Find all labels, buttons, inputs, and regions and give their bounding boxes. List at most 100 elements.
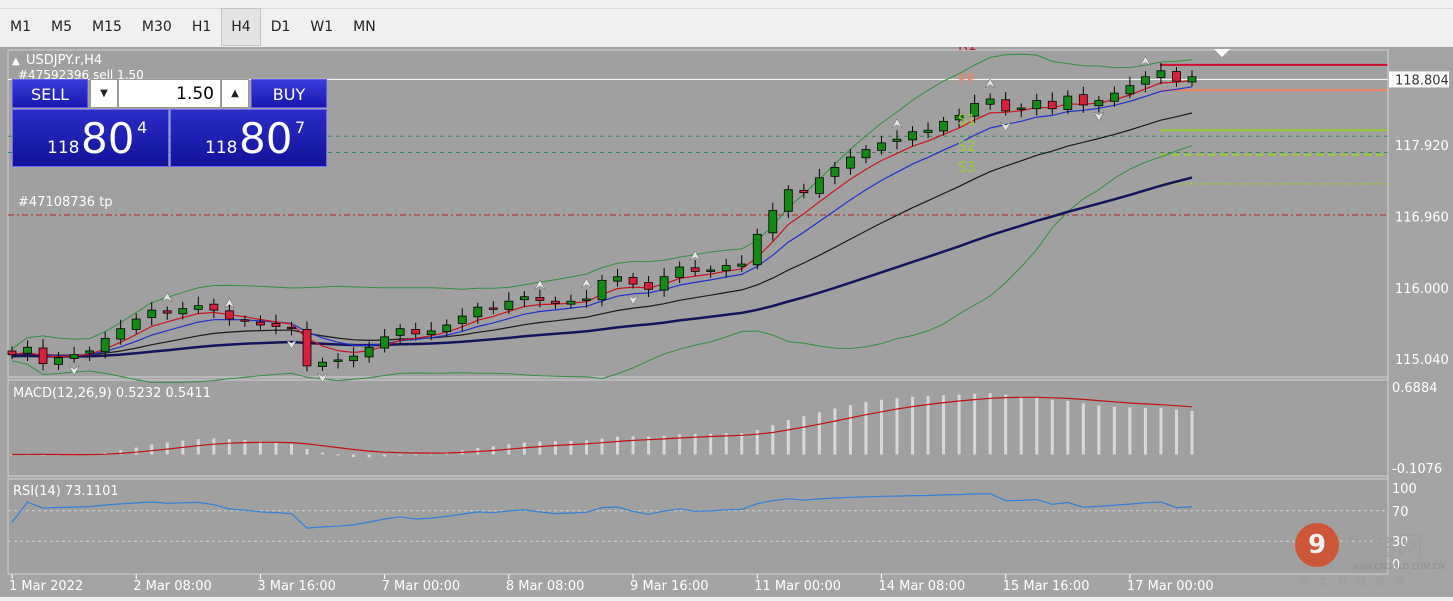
candle-up — [23, 346, 32, 354]
macd-histogram-bar — [336, 454, 340, 456]
candle-up — [939, 120, 948, 132]
macd-histogram-bar — [10, 454, 14, 456]
watermark-subtitle: 中 文 财 经 媒 体 — [1299, 577, 1408, 588]
sell-price-button[interactable]: 118 80 4 — [12, 109, 169, 167]
buy-price-button[interactable]: 118 80 7 — [170, 109, 327, 167]
pivot-label-s3: S3 — [958, 160, 976, 176]
sell-button[interactable]: SELL — [12, 79, 88, 108]
timeframe-m1[interactable]: M1 — [10, 19, 31, 35]
order-label: #47592396 sell 1.50 — [18, 68, 144, 82]
candle-up — [1109, 92, 1119, 102]
rsi-tick-label: 30 — [1392, 535, 1409, 550]
candle-up — [566, 300, 576, 305]
macd-histogram-bar — [678, 434, 682, 455]
rsi-line — [11, 493, 1193, 529]
watermark-logo-icon: 9 — [1295, 523, 1339, 567]
price-levels — [8, 49, 1389, 574]
macd-histogram-bar — [414, 454, 418, 456]
watermark: 9 中金网 www.CNGOLD.COM.CN 中 文 财 经 媒 体 — [1293, 523, 1445, 593]
ma-long-line — [11, 176, 1193, 358]
fractal-up-icon — [534, 279, 546, 290]
candle-up — [752, 233, 762, 266]
bollinger-lower-line — [11, 145, 1193, 383]
macd-histogram-bar — [1004, 394, 1008, 455]
title-marker-icon: ▲ — [12, 56, 20, 67]
buy-button[interactable]: BUY — [251, 79, 327, 108]
macd-histogram-bar — [103, 452, 107, 455]
candle-up — [1032, 100, 1042, 110]
candle-up — [147, 309, 157, 318]
fractal-down-icon — [1000, 121, 1012, 132]
candle-up — [908, 131, 917, 141]
macd-histogram-bar — [196, 439, 200, 455]
chart-shift-icon[interactable] — [1214, 49, 1230, 57]
candle-up — [814, 177, 824, 194]
candle-up — [457, 315, 467, 324]
watermark-url: www.CNGOLD.COM.CN — [1353, 562, 1445, 571]
date-tick-label: 2 Mar 08:00 — [133, 579, 212, 594]
price-tick-label: 116.000 — [1395, 282, 1449, 297]
candle-up — [706, 269, 716, 272]
macd-histogram-bar — [352, 454, 356, 458]
date-tick-label: 3 Mar 16:00 — [257, 579, 336, 594]
fractal-up-icon — [689, 250, 701, 261]
macd-histogram-bar — [1112, 406, 1116, 455]
top-toolbar-strip — [0, 0, 1453, 9]
macd-histogram-bar — [600, 438, 604, 455]
macd-histogram-bar — [957, 394, 961, 455]
macd-histogram-bar — [367, 454, 371, 458]
timeframe-m15[interactable]: M15 — [92, 19, 122, 35]
candle-down — [209, 303, 219, 311]
date-tick-label: 9 Mar 16:00 — [630, 579, 709, 594]
date-tick-label: 8 Mar 08:00 — [506, 579, 585, 594]
candle-up — [504, 300, 514, 310]
macd-histogram-bar — [383, 454, 387, 457]
candle-up — [178, 308, 188, 315]
candle-down — [628, 277, 638, 285]
macd-histogram-bar — [165, 442, 169, 455]
timeframe-d1[interactable]: D1 — [270, 19, 291, 35]
candle-down — [488, 307, 498, 310]
price-tick-label: 115.040 — [1395, 353, 1449, 368]
candle-down — [799, 190, 809, 194]
candle-up — [426, 330, 436, 336]
chart-canvas[interactable]: 0.6884 -0.1076 100 70 30 0 ▲ USDJPY.r,H4 #47… — [0, 38, 1453, 597]
macd-histogram-bar — [848, 405, 852, 455]
candle-up — [318, 361, 327, 367]
macd-histogram-bar — [817, 412, 821, 455]
volume-input[interactable] — [118, 79, 221, 108]
chart-window[interactable]: 0.6884 -0.1076 100 70 30 0 ▲ USDJPY.r,H4 #47… — [0, 38, 1453, 597]
macd-histogram-bar — [740, 433, 744, 455]
timeframe-h1[interactable]: H1 — [191, 19, 212, 35]
rsi-tick-label: 100 — [1392, 482, 1417, 497]
macd-histogram-bar — [569, 440, 573, 455]
volume-decrease-icon[interactable]: ▼ — [90, 79, 118, 108]
candle-up — [675, 266, 685, 278]
fractal-down-icon — [1093, 111, 1105, 122]
sell-price-small: 118 — [47, 138, 80, 158]
candle-down — [287, 326, 296, 330]
macd-histogram-bar — [538, 441, 542, 455]
macd-tick-label: -0.1076 — [1392, 462, 1442, 477]
timeframe-mn[interactable]: MN — [353, 19, 376, 35]
volume-increase-icon[interactable]: ▲ — [221, 79, 249, 108]
candle-up — [1125, 85, 1135, 95]
macd-histogram-bar — [305, 448, 309, 455]
price-tick-label: 117.920 — [1395, 139, 1449, 154]
candle-up — [613, 276, 622, 282]
candle-up — [1141, 76, 1150, 85]
candle-up — [985, 98, 995, 105]
candle-up — [970, 103, 980, 117]
candle-up — [783, 189, 793, 212]
macd-histogram-bar — [693, 433, 697, 455]
macd-histogram-bar — [398, 454, 402, 456]
timeframe-h4[interactable]: H4 — [221, 8, 261, 46]
candle-down — [644, 282, 653, 290]
timeframe-w1[interactable]: W1 — [310, 19, 334, 35]
macd-histogram-bar — [212, 438, 216, 455]
timeframe-m30[interactable]: M30 — [141, 19, 172, 35]
macd-histogram-bar — [1081, 403, 1085, 455]
timeframe-m5[interactable]: M5 — [51, 19, 72, 35]
macd-histogram-bar — [942, 395, 946, 455]
macd-histogram-bar — [926, 396, 930, 455]
